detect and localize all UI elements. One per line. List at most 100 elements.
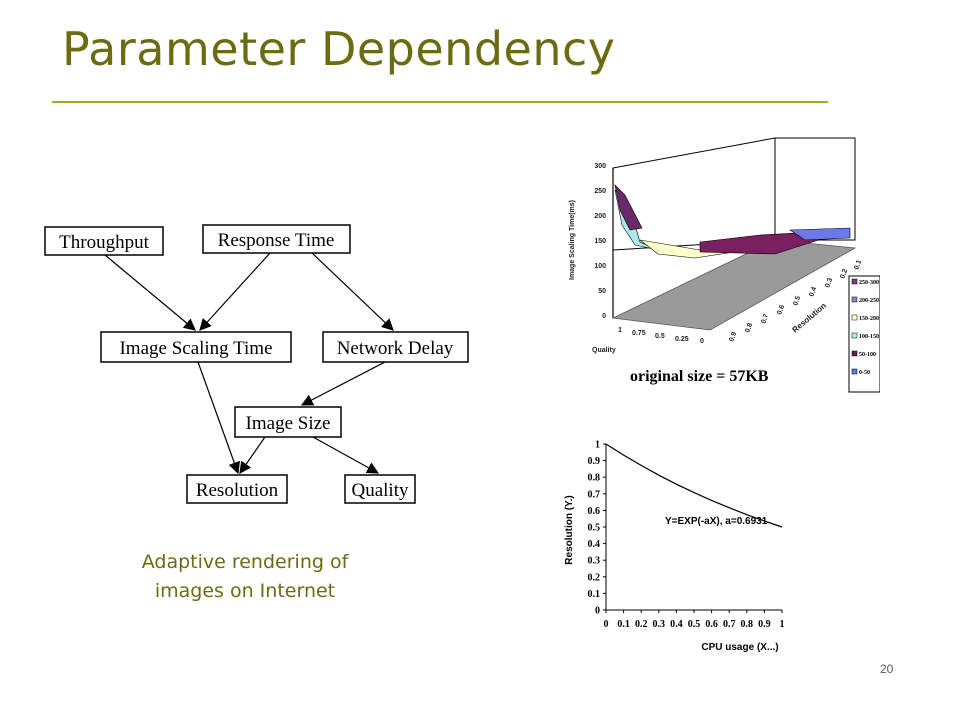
- x-tick-label: 0.5: [688, 619, 701, 630]
- surface-peak: [614, 184, 643, 231]
- edge-response-time-to-network-delay: [311, 252, 394, 331]
- y-tick-label: 1: [595, 440, 600, 451]
- surface-quality-tick: 0.5: [655, 333, 665, 340]
- y-tick-label: 0: [595, 606, 600, 617]
- x-tick-label: 0.3: [653, 619, 666, 630]
- legend-label: 100-150: [859, 334, 879, 340]
- surface-resolution-tick: 0.8: [744, 322, 754, 334]
- figure-caption: Adaptive rendering of images on Internet: [110, 548, 380, 606]
- surface-quality-ticks: 1 0.75 0.5 0.25 0: [618, 327, 704, 345]
- surface-z-tick: 100: [594, 263, 606, 270]
- diagram-edges: [104, 252, 394, 475]
- edge-image-scaling-time-to-resolution: [197, 361, 240, 475]
- node-network-delay: Network Delay: [322, 331, 469, 363]
- y-tick-label: 0.2: [588, 572, 601, 583]
- node-image-size: Image Size: [234, 406, 342, 438]
- x-tick-label: 0.6: [705, 619, 718, 630]
- line-chart: 0 0.1 0.2 0.3 0.4 0.5 0.6 0.7 0.8 0.9 1 0 0.1 0.2 0.3…: [564, 440, 785, 654]
- series-line: [605, 443, 783, 528]
- slide-title: Parameter Dependency: [62, 22, 616, 76]
- surface-plot: Image Scaling Time(ms) 300 250 200 150 1…: [560, 130, 880, 395]
- legend-swatch: [851, 314, 858, 321]
- surface-resolution-tick: 0.6: [776, 304, 786, 316]
- surface-subtitle: original size = 57KB: [630, 368, 769, 385]
- surface-z-tick: 300: [594, 163, 606, 170]
- y-tick-label: 0.6: [588, 506, 601, 517]
- surface-resolution-tick: 0.1: [853, 259, 863, 271]
- x-tick-label: 0.1: [617, 619, 630, 630]
- surface-resolution-tick: 0.4: [808, 286, 818, 298]
- node-response-time: Response Time: [202, 224, 351, 254]
- chart-annotation: Y=EXP(-aX), a=0.6931: [665, 516, 768, 527]
- surface-quality-tick: 1: [618, 327, 622, 334]
- surface-z-tick: 200: [594, 213, 606, 220]
- legend-label: 50-100: [859, 352, 876, 358]
- surface-z-tick: 0: [602, 313, 606, 320]
- x-tick-label: 0.9: [758, 619, 771, 630]
- node-response-time-label: Response Time: [218, 230, 335, 251]
- x-axis-label: CPU usage (X...): [701, 642, 778, 653]
- node-image-size-label: Image Size: [246, 413, 331, 434]
- y-tick-label: 0.3: [588, 556, 601, 567]
- surface-quality-tick: 0: [700, 338, 704, 345]
- legend-swatch: [851, 278, 858, 285]
- y-tick-label: 0.8: [588, 473, 601, 484]
- surface-floor: [611, 239, 857, 331]
- surface-z-tick: 150: [594, 238, 606, 245]
- x-tick-label: 0.4: [670, 619, 683, 630]
- edge-image-size-to-resolution: [239, 436, 266, 474]
- surface-resolution-tick: 0.3: [824, 277, 834, 289]
- y-tick-label: 0.4: [588, 539, 601, 550]
- legend-swatch: [851, 296, 858, 303]
- node-image-scaling-time: Image Scaling Time: [100, 331, 292, 363]
- node-quality-label: Quality: [352, 480, 409, 501]
- surface-legend: 250-300 200-250 150-200 100-150 50-100 0-50: [848, 275, 880, 393]
- edge-network-delay-to-image-size: [300, 361, 386, 406]
- surface-z-ticks: 300 250 200 150 100 50 0: [594, 163, 606, 320]
- node-image-scaling-time-label: Image Scaling Time: [119, 338, 272, 359]
- surface-resolution-ticks: 0.9 0.8 0.7 0.6 0.5 0.4 0.3 0.2 0.1: [728, 259, 863, 343]
- page-number: 20: [880, 662, 894, 676]
- x-tick-label: 1: [780, 619, 785, 630]
- y-tick-label: 0.7: [588, 489, 601, 500]
- surface-sheet-top: [789, 227, 851, 241]
- node-network-delay-label: Network Delay: [337, 338, 454, 359]
- y-tick-label: 0.1: [588, 589, 601, 600]
- surface-resolution-tick: 0.9: [728, 331, 738, 343]
- node-quality: Quality: [344, 474, 416, 504]
- legend-swatch: [851, 368, 858, 375]
- caption-line-1: Adaptive rendering of: [141, 551, 349, 573]
- surface-resolution-tick: 0.7: [760, 313, 770, 325]
- node-resolution-label: Resolution: [196, 480, 279, 501]
- surface-z-tick: 250: [594, 188, 606, 195]
- x-tick-label: 0.8: [741, 619, 754, 630]
- node-resolution: Resolution: [186, 474, 288, 504]
- edge-image-size-to-quality: [312, 436, 380, 474]
- legend-label: 250-300: [859, 280, 879, 286]
- x-tick-label: 0: [604, 619, 609, 630]
- surface-quality-tick: 0.25: [675, 336, 689, 343]
- node-throughput-label: Throughput: [59, 232, 149, 253]
- y-axis-label: Resolution (Y.): [564, 495, 575, 564]
- surface-quality-tick: 0.75: [632, 330, 646, 337]
- surface-resolution-tick: 0.2: [839, 268, 849, 280]
- x-tick-label: 0.7: [723, 619, 736, 630]
- y-tick-label: 0.5: [588, 523, 601, 534]
- title-underline: [52, 101, 828, 103]
- edge-throughput-to-image-scaling-time: [104, 254, 196, 331]
- surface-quality-label: Quality: [592, 347, 616, 354]
- surface-z-tick: 50: [598, 288, 606, 295]
- y-tick-label: 0.9: [588, 456, 601, 467]
- legend-label: 0-50: [859, 370, 870, 376]
- x-tick-label: 0.2: [635, 619, 648, 630]
- legend-swatch: [851, 350, 858, 357]
- legend-label: 200-250: [859, 298, 879, 304]
- caption-line-2: images on Internet: [154, 580, 336, 602]
- node-throughput: Throughput: [44, 226, 164, 256]
- surface-z-axis-label: Image Scaling Time(ms): [569, 200, 576, 280]
- legend-label: 150-200: [859, 316, 879, 322]
- surface-resolution-tick: 0.5: [792, 295, 802, 307]
- legend-swatch: [851, 332, 858, 339]
- edge-response-time-to-image-scaling-time: [199, 252, 271, 331]
